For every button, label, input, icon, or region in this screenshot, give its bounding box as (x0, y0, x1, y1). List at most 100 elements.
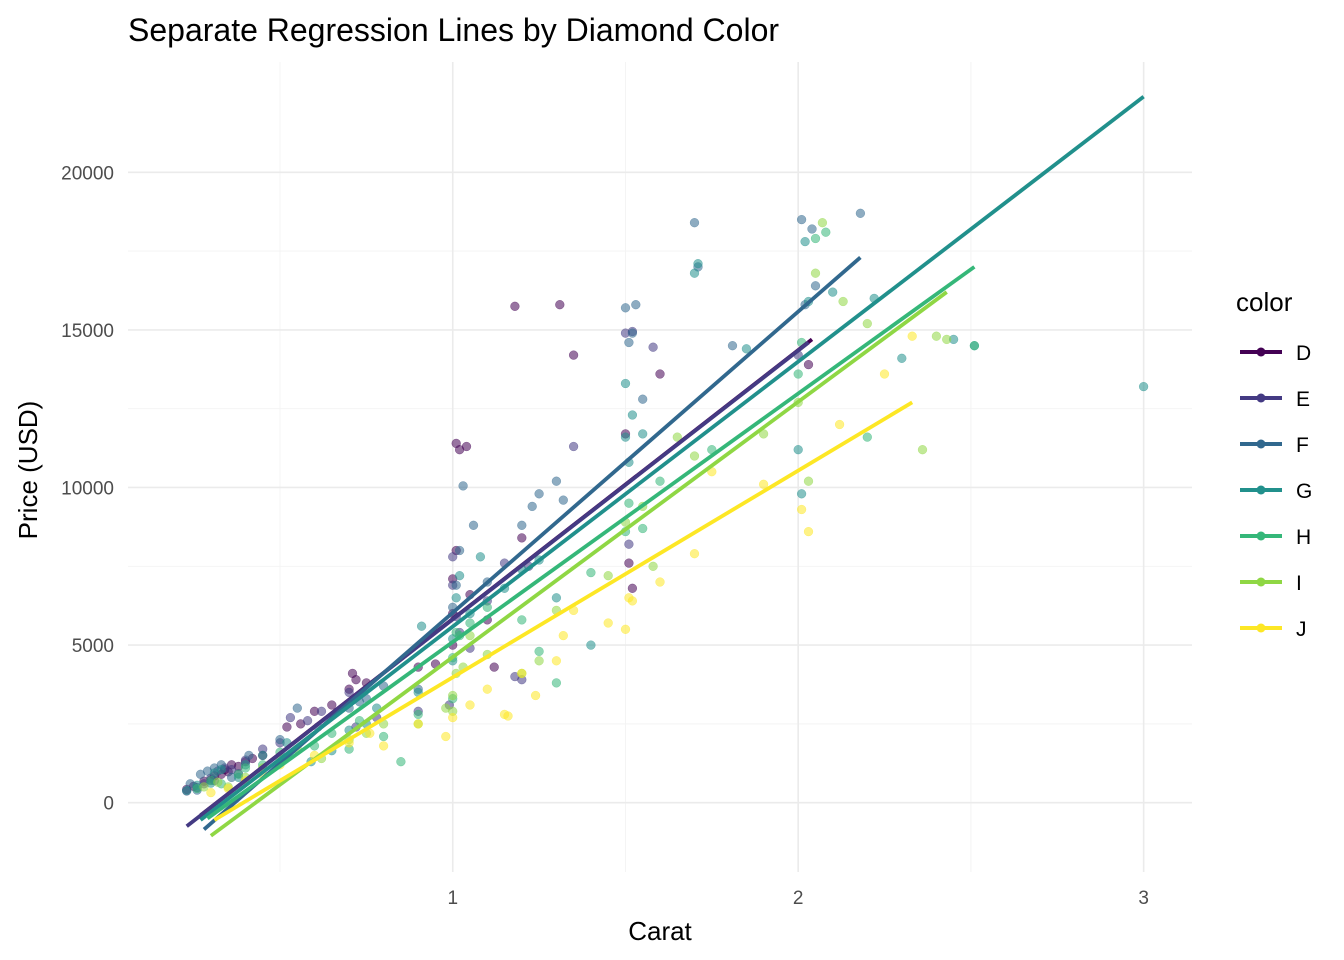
point-D-13 (282, 722, 292, 732)
point-J-25 (655, 577, 665, 587)
chart-title: Separate Regression Lines by Diamond Col… (128, 12, 779, 48)
scatter-points (182, 208, 1149, 798)
point-F-18 (454, 545, 465, 556)
regression-line-G (199, 95, 1145, 822)
point-D-19 (351, 675, 361, 685)
grid-major-lines (128, 62, 1192, 872)
legend-item-D: D (1240, 342, 1311, 365)
point-J-10 (441, 731, 451, 742)
x-tick-label-1: 2 (793, 888, 804, 909)
legend-label-I: I (1296, 572, 1302, 595)
point-F-35 (796, 214, 807, 225)
point-F-19 (458, 481, 468, 491)
point-G-21 (475, 552, 486, 562)
point-F-20 (468, 520, 479, 530)
point-F-31 (638, 394, 648, 404)
point-F-30 (631, 300, 641, 310)
legend-label-D: D (1296, 342, 1311, 365)
point-E-13 (302, 716, 313, 726)
point-G-27 (620, 378, 631, 389)
point-J-15 (503, 711, 513, 721)
point-H-4 (240, 763, 251, 773)
legend-title: color (1236, 287, 1293, 317)
point-J-9 (413, 719, 423, 729)
point-D-33 (510, 301, 520, 311)
y-tick-label-2: 10000 (61, 478, 114, 499)
point-H-26 (638, 523, 648, 534)
point-D-16 (327, 700, 337, 710)
point-J-19 (558, 630, 568, 641)
point-D-29 (461, 441, 472, 452)
point-J-33 (907, 331, 917, 341)
point-E-34 (624, 539, 634, 549)
point-G-0 (182, 786, 192, 796)
point-I-27 (689, 451, 700, 461)
legend-label-E: E (1296, 388, 1310, 411)
point-F-28 (624, 337, 634, 348)
point-I-35 (917, 445, 928, 455)
point-F-27 (620, 303, 631, 313)
point-J-0 (206, 787, 216, 798)
point-J-18 (551, 656, 562, 666)
point-G-43 (1138, 381, 1149, 392)
point-G-37 (800, 236, 810, 247)
point-G-15 (416, 621, 427, 631)
point-F-24 (534, 489, 544, 499)
point-I-0 (199, 782, 209, 792)
point-G-34 (741, 344, 752, 354)
point-F-22 (517, 520, 527, 530)
point-I-20 (534, 656, 544, 666)
point-E-33 (648, 342, 658, 352)
point-G-4 (216, 764, 226, 775)
x-tick-label-0: 1 (447, 888, 458, 909)
point-H-23 (586, 567, 596, 578)
point-I-25 (648, 561, 658, 571)
y-tick-label-4: 20000 (61, 163, 114, 184)
point-I-30 (803, 476, 814, 486)
point-J-8 (378, 741, 389, 751)
point-G-35 (793, 445, 803, 455)
point-J-28 (758, 479, 769, 489)
legend-key-point-G (1256, 485, 1266, 495)
point-D-38 (624, 558, 634, 568)
point-I-36 (931, 331, 942, 341)
point-G-39 (828, 287, 838, 297)
legend-label-J: J (1296, 618, 1307, 641)
point-J-26 (689, 549, 700, 559)
point-F-32 (689, 218, 700, 228)
point-H-31 (810, 233, 821, 244)
point-H-25 (624, 498, 634, 508)
legend-key-point-J (1256, 623, 1266, 633)
regression-line-E (185, 341, 810, 828)
point-E-12 (285, 712, 296, 723)
point-G-44 (897, 353, 907, 363)
regression-line-H (206, 265, 976, 820)
point-E-30 (568, 441, 579, 452)
point-G-36 (796, 489, 807, 499)
point-G-26 (586, 640, 596, 650)
x-tick-label-2: 3 (1138, 888, 1149, 909)
point-J-32 (879, 369, 890, 379)
point-J-24 (627, 596, 638, 606)
point-J-11 (448, 712, 458, 723)
legend-item-G: G (1240, 480, 1312, 503)
point-I-22 (603, 571, 613, 581)
legend-key-point-E (1256, 393, 1266, 403)
point-D-32 (489, 662, 499, 672)
legend-label-H: H (1296, 526, 1311, 549)
point-J-30 (803, 526, 814, 537)
point-I-37 (942, 334, 952, 345)
point-J-31 (834, 419, 845, 430)
legend-key-point-H (1256, 531, 1266, 541)
point-I-32 (817, 218, 828, 228)
point-E-14 (316, 706, 327, 716)
point-H-27 (655, 476, 665, 486)
point-J-13 (482, 684, 492, 694)
point-J-12 (465, 700, 475, 710)
point-G-32 (689, 268, 700, 278)
point-F-7 (244, 750, 254, 761)
point-I-31 (810, 268, 821, 278)
point-G-19 (454, 571, 465, 581)
y-tick-label-1: 5000 (72, 636, 114, 657)
legend-item-I: I (1240, 572, 1302, 595)
